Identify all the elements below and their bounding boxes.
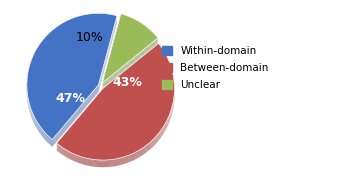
Wedge shape	[102, 20, 158, 89]
Wedge shape	[27, 13, 117, 140]
Wedge shape	[27, 19, 117, 145]
Text: 43%: 43%	[112, 76, 143, 89]
Legend: Within-domain, Between-domain, Unclear: Within-domain, Between-domain, Unclear	[162, 46, 269, 90]
Wedge shape	[102, 15, 158, 84]
Wedge shape	[102, 18, 158, 87]
Text: 10%: 10%	[76, 31, 103, 44]
Wedge shape	[57, 49, 174, 165]
Wedge shape	[102, 14, 158, 83]
Wedge shape	[27, 13, 117, 140]
Wedge shape	[102, 16, 158, 86]
Wedge shape	[27, 20, 117, 146]
Wedge shape	[57, 50, 174, 166]
Wedge shape	[102, 21, 158, 90]
Wedge shape	[57, 44, 174, 161]
Wedge shape	[102, 16, 158, 85]
Text: 47%: 47%	[55, 92, 85, 105]
Wedge shape	[27, 15, 117, 141]
Wedge shape	[57, 46, 174, 163]
Wedge shape	[27, 17, 117, 143]
Wedge shape	[27, 16, 117, 142]
Wedge shape	[57, 48, 174, 165]
Wedge shape	[57, 43, 174, 160]
Wedge shape	[57, 45, 174, 162]
Wedge shape	[27, 20, 117, 147]
Wedge shape	[27, 14, 117, 141]
Wedge shape	[57, 47, 174, 164]
Wedge shape	[102, 14, 158, 83]
Wedge shape	[57, 43, 174, 160]
Wedge shape	[27, 18, 117, 144]
Wedge shape	[102, 17, 158, 86]
Wedge shape	[57, 51, 174, 167]
Wedge shape	[102, 19, 158, 88]
